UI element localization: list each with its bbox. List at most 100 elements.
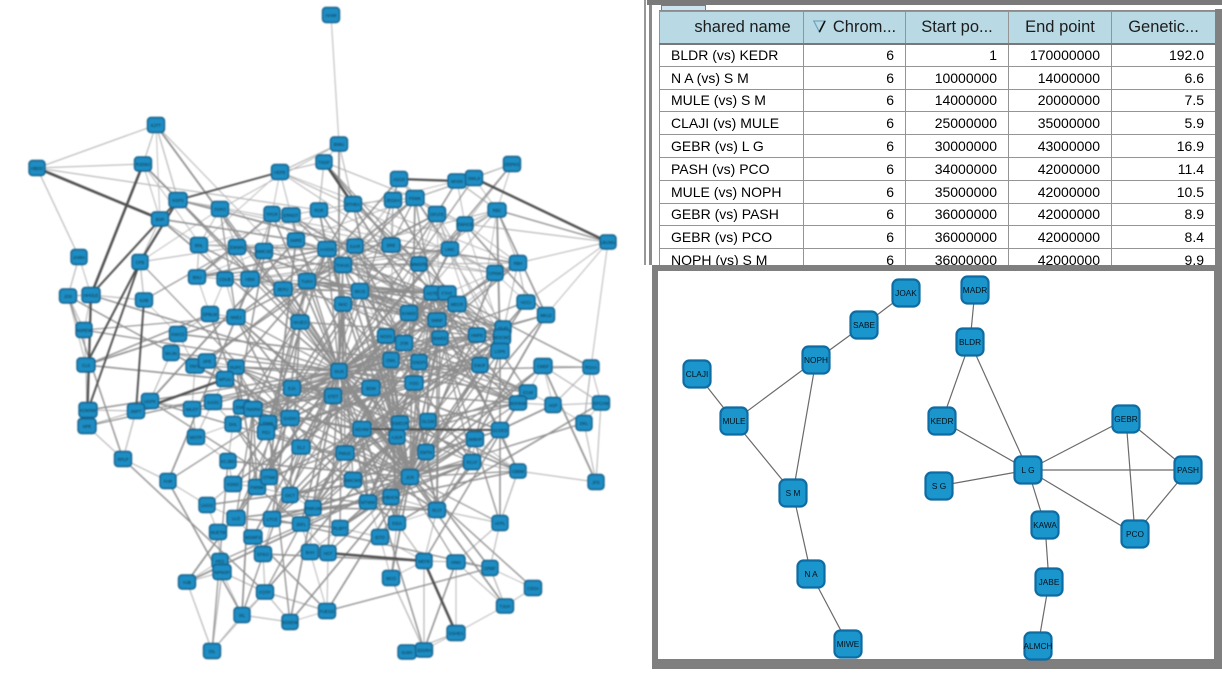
svg-text:RJDWJ: RJDWJ (136, 162, 150, 167)
svg-text:RBH: RBH (514, 261, 523, 266)
svg-text:RLBPT: RLBPT (333, 526, 347, 531)
svg-text:HBHCN: HBHCN (384, 495, 399, 500)
svg-text:SLWA: SLWA (401, 650, 413, 655)
svg-text:SGNDW: SGNDW (282, 620, 298, 625)
svg-text:AGGD: AGGD (393, 177, 405, 182)
svg-text:MAJN: MAJN (165, 351, 176, 356)
svg-text:SIUS: SIUS (334, 369, 344, 374)
svg-text:BAH: BAH (306, 550, 315, 555)
svg-text:KJTT: KJTT (151, 123, 161, 128)
svg-text:UTCE: UTCE (266, 517, 278, 522)
svg-text:WPUU: WPUU (219, 377, 232, 382)
svg-text:ENMC: ENMC (236, 405, 248, 410)
svg-text:RWKUM: RWKUM (305, 506, 322, 511)
svg-text:LOPK: LOPK (494, 349, 505, 354)
svg-text:MTWW: MTWW (361, 500, 375, 505)
svg-text:JCR: JCR (406, 475, 414, 480)
svg-text:DRE: DRE (387, 243, 396, 248)
svg-text:JWPT: JWPT (130, 409, 142, 414)
svg-text:OIL: OIL (209, 649, 216, 654)
svg-text:KEHIW: KEHIW (355, 427, 369, 432)
svg-text:HGT: HGT (324, 551, 333, 556)
svg-text:BNU: BNU (193, 275, 202, 280)
svg-text:GICT: GICT (285, 493, 295, 498)
svg-text:EWWN: EWWN (230, 245, 244, 250)
svg-text:SMRE: SMRE (290, 238, 302, 243)
svg-text:HCCI: HCCI (521, 300, 531, 305)
svg-text:IMLDT: IMLDT (186, 407, 199, 412)
svg-text:ROAA: ROAA (585, 365, 597, 370)
svg-text:EFKO: EFKO (257, 552, 269, 557)
svg-text:BSR: BSR (156, 217, 165, 222)
svg-text:TSGP: TSGP (318, 160, 330, 165)
svg-text:OWL: OWL (386, 358, 396, 363)
svg-text:FUEGG: FUEGG (320, 609, 335, 614)
svg-text:HHJEO: HHJEO (293, 320, 308, 325)
svg-text:NNEJ: NNEJ (231, 315, 242, 320)
svg-text:WSWFS: WSWFS (245, 535, 261, 540)
svg-text:LBUWU: LBUWU (600, 240, 615, 245)
svg-text:TRFM: TRFM (189, 364, 201, 369)
svg-text:GSHEA: GSHEA (449, 631, 464, 636)
svg-text:BDW: BDW (366, 386, 376, 391)
svg-text:CLS: CLS (82, 363, 90, 368)
svg-text:SPBLW: SPBLW (203, 312, 217, 317)
svg-text:IDTD: IDTD (375, 535, 385, 540)
svg-text:GNGPI: GNGPI (412, 360, 426, 365)
svg-text:MEFB: MEFB (418, 559, 430, 564)
svg-text:TPCR: TPCR (266, 212, 277, 217)
svg-text:MOCWC: MOCWC (494, 335, 511, 340)
svg-text:EJA: EJA (288, 386, 296, 391)
svg-text:UGPK: UGPK (144, 399, 156, 404)
svg-text:HNKI: HNKI (451, 560, 461, 565)
svg-text:KSNO: KSNO (227, 482, 240, 487)
svg-text:MKLD: MKLD (540, 313, 552, 318)
svg-text:JWBHP: JWBHP (468, 437, 483, 442)
svg-text:TMSRN: TMSRN (246, 407, 261, 412)
svg-text:NSREM: NSREM (76, 328, 92, 333)
svg-text:HJB: HJB (183, 580, 191, 585)
svg-text:RBC: RBC (493, 208, 502, 213)
svg-text:EWECR: EWECR (392, 421, 408, 426)
svg-text:HEPE: HEPE (274, 170, 286, 175)
svg-text:NHC: NHC (338, 302, 347, 307)
svg-text:TWW: TWW (263, 421, 274, 426)
svg-text:HBM: HBM (245, 277, 255, 282)
svg-text:PEG: PEG (216, 559, 225, 564)
svg-text:TJUH: TJUH (500, 604, 511, 609)
svg-text:EIDA: EIDA (392, 521, 402, 526)
svg-text:FOTP: FOTP (259, 590, 270, 595)
svg-text:ISL: ISL (239, 613, 246, 618)
svg-text:EPCHM: EPCHM (593, 401, 609, 406)
svg-text:FKRO: FKRO (214, 207, 226, 212)
svg-text:IBCIS: IBCIS (355, 289, 366, 294)
svg-text:MECR: MECR (451, 302, 463, 307)
svg-text:ROR: ROR (314, 208, 323, 213)
svg-text:CDUB: CDUB (219, 277, 231, 282)
svg-text:HHOLE: HHOLE (84, 293, 99, 298)
svg-text:RPLP: RPLP (118, 457, 129, 462)
svg-text:EMTN: EMTN (420, 450, 432, 455)
svg-text:OLGW: OLGW (422, 419, 435, 424)
svg-text:NSPS: NSPS (172, 198, 184, 203)
svg-text:OTNM: OTNM (263, 475, 276, 480)
svg-text:FHR: FHR (164, 479, 173, 484)
svg-text:AFPL: AFPL (495, 521, 506, 526)
svg-text:SMNF: SMNF (431, 318, 443, 323)
svg-text:ICLW: ICLW (523, 390, 533, 395)
svg-text:LIMC: LIMC (445, 247, 455, 252)
svg-text:MHSK: MHSK (451, 179, 463, 184)
svg-text:RCIT: RCIT (432, 508, 442, 513)
svg-text:DKL: DKL (580, 421, 589, 426)
svg-text:ERNOT: ERNOT (284, 213, 299, 218)
svg-text:AASSN: AASSN (320, 247, 334, 252)
svg-text:BTHEA: BTHEA (346, 202, 360, 207)
svg-text:JAMIA: JAMIA (73, 255, 86, 260)
svg-text:AGP: AGP (549, 403, 558, 408)
svg-text:LLO: LLO (232, 516, 241, 521)
svg-text:DHL: DHL (229, 422, 238, 427)
svg-text:LKGO: LKGO (201, 503, 213, 508)
svg-text:FTHT: FTHT (442, 291, 453, 296)
svg-text:SWLJI: SWLJI (468, 176, 480, 181)
svg-text:GCDED: GCDED (492, 428, 507, 433)
